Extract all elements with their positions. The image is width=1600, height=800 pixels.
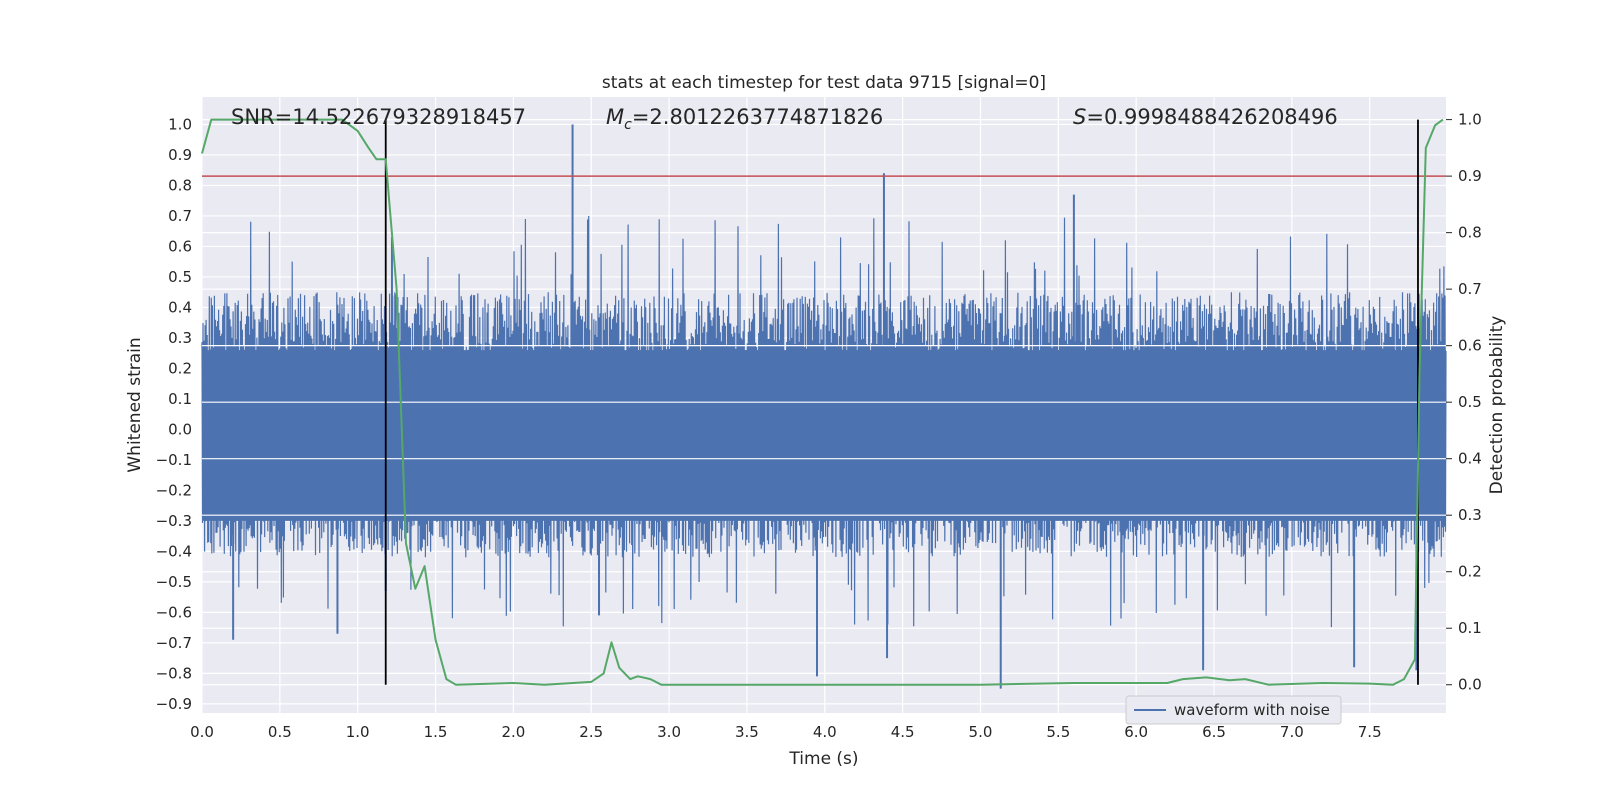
y-tick-label: −0.8 — [156, 664, 192, 682]
y-tick-label: −0.3 — [156, 512, 192, 530]
right-tick-label: 0.7 — [1458, 280, 1482, 298]
x-tick-label: 7.0 — [1280, 723, 1304, 741]
y-tick-label: 0.0 — [168, 420, 192, 438]
right-tick-label: 0.8 — [1458, 224, 1482, 242]
x-axis-ticks: 0.0 0.5 1.0 1.5 2.0 2.5 3.0 3.5 4.0 4.5 5.0 5.5 6.0 6… — [190, 723, 1382, 741]
legend-label: waveform with noise — [1174, 701, 1330, 719]
y-tick-label: 0.5 — [168, 268, 192, 286]
y-tick-label: −0.1 — [156, 451, 192, 469]
chirp-mass-subscript: c — [624, 117, 632, 133]
x-tick-label: 5.5 — [1046, 723, 1070, 741]
x-tick-label: 1.5 — [424, 723, 448, 741]
chart-title: stats at each timestep for test data 971… — [602, 73, 1046, 93]
x-tick-label: 4.5 — [891, 723, 915, 741]
y-tick-label: 0.1 — [168, 390, 192, 408]
y-tick-label: 1.0 — [168, 115, 192, 133]
y-axis-label: Whitened strain — [125, 337, 145, 472]
waveform-core — [202, 350, 1446, 521]
detection-probability-line — [201, 118, 1444, 686]
legend: waveform with noise — [1125, 695, 1342, 725]
y-tick-label: −0.2 — [156, 481, 192, 499]
y-tick-label: −0.5 — [156, 573, 192, 591]
y-tick-label: 0.6 — [168, 237, 192, 255]
y-tick-label: −0.6 — [156, 603, 192, 621]
s-annotation: S=0.9998488426208496 — [1073, 105, 1338, 129]
y-tick-label: 0.3 — [168, 329, 192, 347]
y-tick-label: 0.2 — [168, 359, 192, 377]
chirp-mass-symbol: M — [606, 105, 624, 129]
x-tick-label: 7.5 — [1358, 723, 1382, 741]
y-tick-label: −0.9 — [156, 695, 192, 713]
y-tick-label: 0.8 — [168, 176, 192, 194]
y-tick-label: −0.7 — [156, 634, 192, 652]
overlay-lines — [201, 118, 1446, 686]
x-tick-label: 0.0 — [190, 723, 214, 741]
x-tick-label: 3.0 — [657, 723, 681, 741]
s-value: =0.9998488426208496 — [1086, 105, 1337, 129]
right-axis-ticks: 0.0 0.1 0.2 0.3 0.4 0.5 0.6 0.7 0.8 0.9 1.0 — [1446, 111, 1482, 694]
y-axis-ticks: −0.9 −0.8 −0.7 −0.6 −0.5 −0.4 −0.3 −0.2 −0.1 0.0 0… — [156, 115, 192, 712]
x-tick-label: 6.5 — [1202, 723, 1226, 741]
right-tick-label: 0.9 — [1458, 167, 1482, 185]
legend-box — [1125, 695, 1342, 725]
chirp-mass-value: =2.8012263774871826 — [632, 105, 883, 129]
right-axis-label: Detection probability — [1487, 316, 1507, 495]
x-tick-label: 0.5 — [268, 723, 292, 741]
right-tick-label: 1.0 — [1458, 111, 1482, 129]
right-tick-label: 0.5 — [1458, 393, 1482, 411]
x-tick-label: 1.0 — [346, 723, 370, 741]
y-tick-label: 0.9 — [168, 146, 192, 164]
waveform-series — [201, 124, 1447, 689]
x-tick-label: 6.0 — [1124, 723, 1148, 741]
x-axis-label: Time (s) — [788, 749, 858, 769]
waveform-trace — [201, 215, 1447, 628]
right-tick-label: 0.6 — [1458, 337, 1482, 355]
right-tick-label: 0.2 — [1458, 563, 1482, 581]
right-tick-label: 0.3 — [1458, 506, 1482, 524]
x-tick-label: 4.0 — [813, 723, 837, 741]
s-symbol: S — [1073, 105, 1086, 129]
y-tick-label: −0.4 — [156, 542, 192, 560]
right-tick-label: 0.0 — [1458, 676, 1482, 694]
snr-annotation: SNR=14.522679328918457 — [231, 105, 526, 129]
chirp-mass-annotation: Mc=2.8012263774871826 — [606, 105, 883, 133]
y-tick-label: 0.4 — [168, 298, 192, 316]
x-tick-label: 2.0 — [501, 723, 525, 741]
right-tick-label: 0.4 — [1458, 450, 1482, 468]
right-tick-label: 0.1 — [1458, 619, 1482, 637]
x-tick-label: 5.0 — [969, 723, 993, 741]
y-tick-label: 0.7 — [168, 207, 192, 225]
x-tick-label: 3.5 — [735, 723, 759, 741]
x-tick-label: 2.5 — [579, 723, 603, 741]
